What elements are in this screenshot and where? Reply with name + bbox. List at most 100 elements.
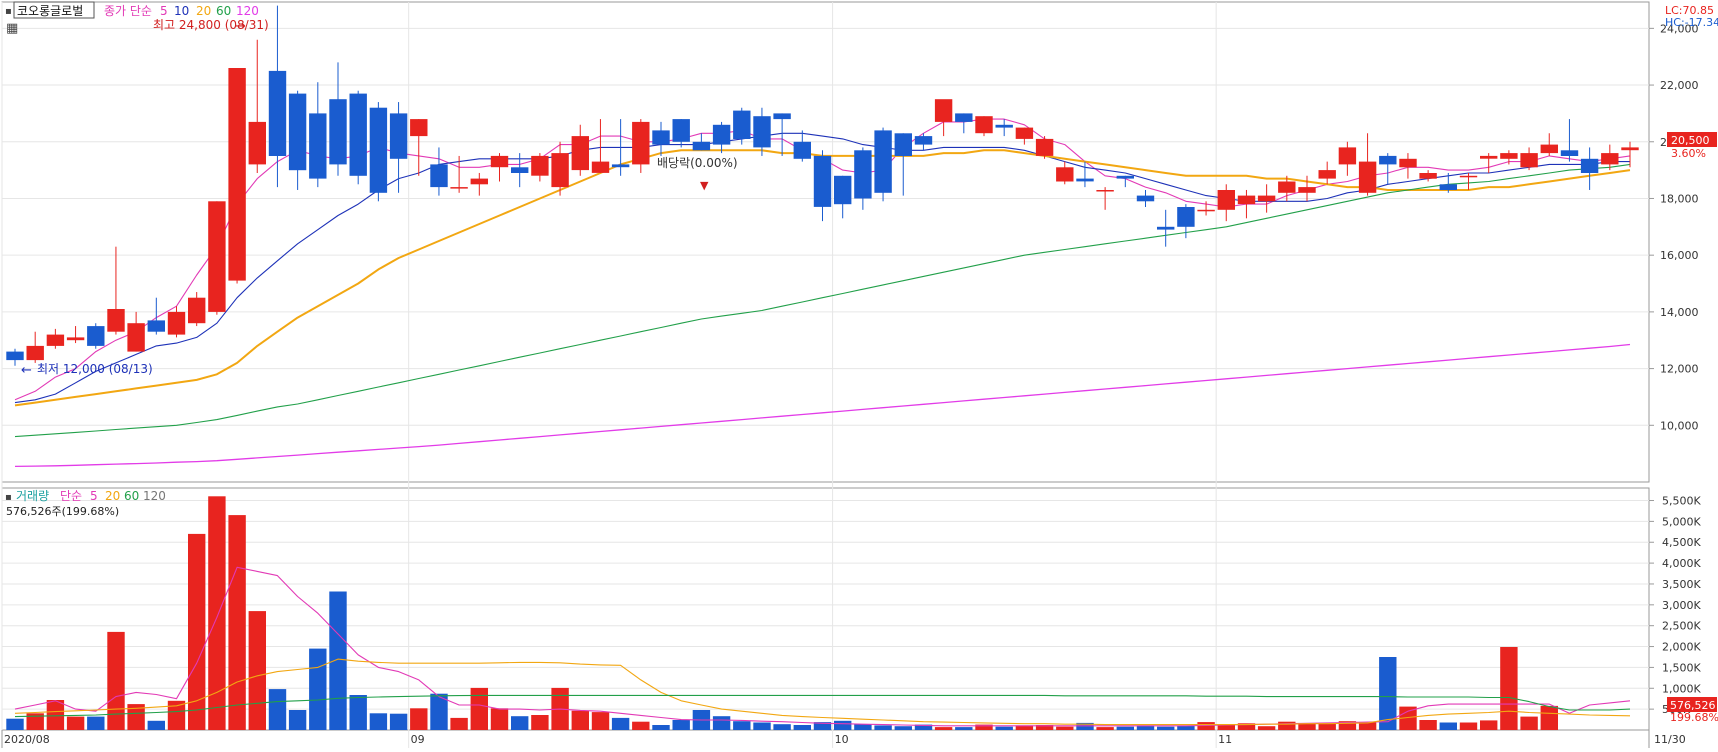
volume-bar xyxy=(1136,725,1155,730)
legend-ma120: 120 xyxy=(236,4,259,18)
candle-body xyxy=(1560,150,1579,156)
candle-body xyxy=(834,175,852,205)
candle xyxy=(188,292,206,327)
volume-legend: ▪ 거래량 단순 5 20 60 120 576,526주(199.68%) 5… xyxy=(5,489,1718,724)
volume-bar xyxy=(268,689,287,730)
candle-body xyxy=(1480,155,1498,159)
volume-bar xyxy=(1318,723,1336,730)
volume-bar xyxy=(1116,726,1134,730)
candle-body xyxy=(733,110,751,139)
candle-body xyxy=(288,93,307,171)
volume-settings-icon[interactable]: ▪ xyxy=(5,492,12,503)
last-volume-badge xyxy=(1667,697,1717,712)
max-price-note: 최고 24,800 (08/31) xyxy=(153,18,269,32)
candle-body xyxy=(6,351,24,361)
price-ma-label: 종가 단순 xyxy=(104,4,152,18)
volume-bar xyxy=(1177,725,1195,730)
volume-bar xyxy=(1197,722,1215,730)
candle xyxy=(1480,153,1498,173)
legend-ma60: 60 xyxy=(216,4,231,18)
candle-body xyxy=(793,141,811,159)
volume-bar xyxy=(26,713,44,730)
volume-bar xyxy=(834,720,852,730)
price-legend: 코오롱글로벌 ▪ ▦ 종가 단순 5 10 20 60 120 최고 24,80… xyxy=(5,1,1718,378)
candle xyxy=(1096,187,1114,210)
candle xyxy=(127,311,145,352)
candle xyxy=(1056,161,1074,185)
price-tick-label: 12,000 xyxy=(1660,363,1699,376)
candle-body xyxy=(1197,209,1215,212)
candle xyxy=(995,119,1013,137)
x-axis-labels: 2020/08 09 10 11 11/30 xyxy=(4,733,1686,746)
candle-body xyxy=(1621,147,1639,151)
candle xyxy=(975,116,993,137)
candle xyxy=(692,133,711,151)
candle-body xyxy=(1419,173,1437,179)
x-axis-label: 11 xyxy=(1218,733,1232,746)
candle xyxy=(1177,204,1195,239)
volume-bar xyxy=(1237,723,1256,730)
candle-body xyxy=(430,164,448,188)
volume-bar xyxy=(1480,720,1498,730)
candle xyxy=(1399,153,1417,179)
candle-body xyxy=(571,136,589,171)
candle xyxy=(914,133,933,151)
last-price-value: 20,500 xyxy=(1671,134,1710,147)
volume-bar xyxy=(894,726,912,730)
candle-body xyxy=(712,124,731,145)
volume-bar xyxy=(1096,727,1114,730)
candle-body xyxy=(127,323,145,352)
candle xyxy=(1459,172,1478,190)
candle-body xyxy=(591,161,610,173)
candle-body xyxy=(955,113,973,122)
candle-body xyxy=(1096,190,1114,192)
volume-bar xyxy=(672,720,690,730)
table-icon[interactable]: ▦ xyxy=(6,21,18,36)
volume-bar xyxy=(430,693,448,730)
candle-body xyxy=(1459,175,1478,178)
volume-bar xyxy=(874,725,892,730)
volume-bar xyxy=(208,496,226,730)
volume-tick-label: 3,000K xyxy=(1662,599,1701,612)
price-tick-label: 10,000 xyxy=(1660,419,1699,432)
candle xyxy=(167,306,186,338)
volume-bar xyxy=(288,710,307,730)
volume-bar xyxy=(1076,722,1094,730)
volume-bar xyxy=(1419,720,1437,730)
stock-name-box[interactable] xyxy=(13,1,95,19)
candle xyxy=(672,119,690,148)
volume-ma-5-line xyxy=(14,566,1631,727)
volume-bar xyxy=(389,713,408,730)
candle-body xyxy=(107,309,125,332)
x-axis-label: 11/30 xyxy=(1654,733,1686,746)
candle-body xyxy=(854,150,872,199)
candle xyxy=(147,297,165,335)
candle xyxy=(107,246,125,335)
candle-body xyxy=(753,116,771,148)
volume-bar xyxy=(632,721,650,730)
candle-body xyxy=(1217,190,1235,210)
last-volume-value: 576,526 xyxy=(1670,699,1716,712)
candle-body xyxy=(672,119,690,142)
volume-ma-label: 단순 xyxy=(60,489,82,503)
candle-body xyxy=(894,133,912,156)
candle xyxy=(551,141,569,196)
candle-body xyxy=(551,153,569,188)
volume-tick-label: 2,500K xyxy=(1662,620,1701,633)
candle xyxy=(1540,133,1558,156)
volume-tick-label: 1,000K xyxy=(1662,682,1701,695)
settings-square-icon[interactable]: ▪ xyxy=(5,6,12,17)
candle xyxy=(511,153,529,188)
volume-bar xyxy=(955,727,973,730)
stock-name[interactable]: 코오롱글로벌 xyxy=(17,4,83,18)
volume-bar xyxy=(127,704,145,730)
candle xyxy=(1520,147,1538,171)
candle-body xyxy=(26,345,44,361)
volume-tick-label: 2,000K xyxy=(1662,641,1701,654)
candle-body xyxy=(1278,181,1296,193)
volume-tick-label: 5,000K xyxy=(1662,515,1701,528)
price-ma-60-line xyxy=(14,163,1631,438)
volume-bar xyxy=(450,717,468,730)
candle-body xyxy=(611,164,630,168)
volume-bar xyxy=(349,695,367,730)
